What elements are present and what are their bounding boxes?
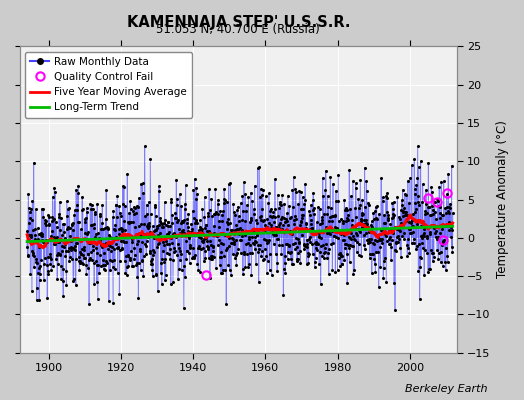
- Legend: Raw Monthly Data, Quality Control Fail, Five Year Moving Average, Long-Term Tren: Raw Monthly Data, Quality Control Fail, …: [25, 52, 192, 118]
- Y-axis label: Temperature Anomaly (°C): Temperature Anomaly (°C): [496, 120, 509, 278]
- Text: 51.053 N, 40.700 E (Russia): 51.053 N, 40.700 E (Russia): [156, 23, 320, 36]
- Text: Berkeley Earth: Berkeley Earth: [405, 384, 487, 394]
- Title: KAMENNAJA STEP' U.S.S.R.: KAMENNAJA STEP' U.S.S.R.: [126, 15, 350, 30]
